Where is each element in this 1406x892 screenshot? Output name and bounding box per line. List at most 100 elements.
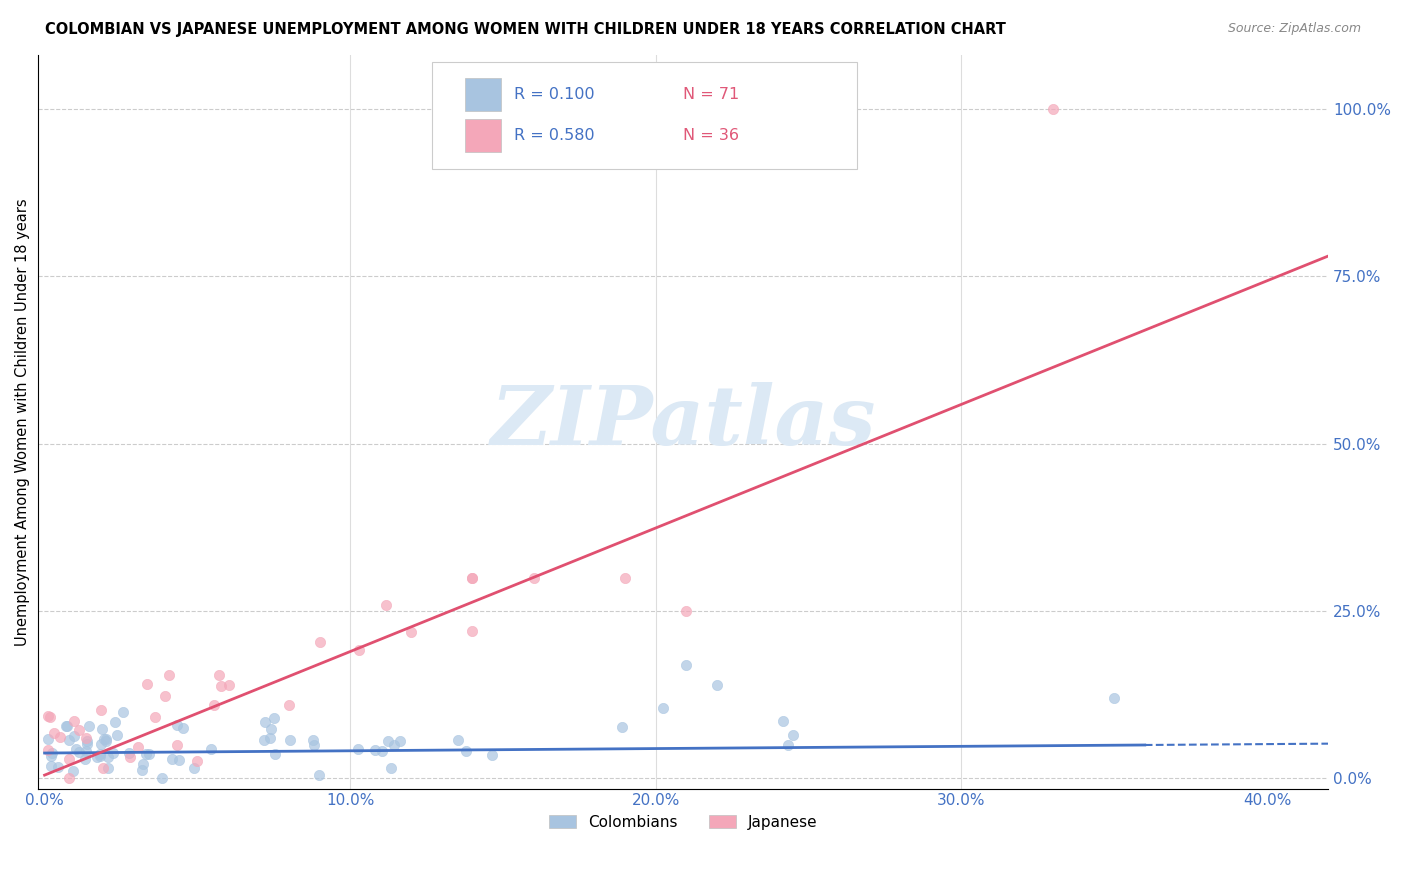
Point xyxy=(58,771,80,785)
Point xyxy=(218,678,240,692)
Point xyxy=(157,668,180,682)
Point xyxy=(363,743,385,757)
Text: COLOMBIAN VS JAPANESE UNEMPLOYMENT AMONG WOMEN WITH CHILDREN UNDER 18 YEARS CORR: COLOMBIAN VS JAPANESE UNEMPLOYMENT AMONG… xyxy=(45,22,1005,37)
Point xyxy=(63,730,86,744)
Point xyxy=(389,733,412,747)
Point xyxy=(143,710,166,724)
Point xyxy=(77,718,100,732)
Point xyxy=(107,728,129,742)
Point xyxy=(481,748,503,763)
Point xyxy=(200,742,222,756)
Point xyxy=(652,700,675,714)
Point xyxy=(101,747,124,761)
Point xyxy=(62,714,84,729)
Point xyxy=(253,715,276,730)
Point xyxy=(401,624,423,639)
Point xyxy=(308,768,330,782)
Point xyxy=(447,732,470,747)
Point xyxy=(91,761,114,775)
Point xyxy=(253,732,276,747)
Point xyxy=(259,731,281,746)
Point xyxy=(73,751,96,765)
Text: R = 0.100: R = 0.100 xyxy=(515,87,595,102)
Point xyxy=(375,599,398,613)
Point xyxy=(44,725,66,739)
Point xyxy=(522,570,544,584)
Text: R = 0.580: R = 0.580 xyxy=(515,128,595,144)
Point xyxy=(58,733,80,747)
Point xyxy=(46,760,69,774)
Y-axis label: Unemployment Among Women with Children Under 18 years: Unemployment Among Women with Children U… xyxy=(15,198,30,646)
Point xyxy=(160,751,183,765)
Point xyxy=(675,657,697,672)
Point xyxy=(90,703,112,717)
Point xyxy=(118,750,141,764)
Point xyxy=(186,754,208,768)
Point xyxy=(166,717,188,731)
Point xyxy=(41,746,63,760)
Point xyxy=(772,714,794,728)
Point xyxy=(135,747,157,762)
Point xyxy=(308,634,330,648)
Point xyxy=(96,733,118,747)
Point xyxy=(91,722,114,736)
Point xyxy=(172,722,194,736)
Point xyxy=(97,749,120,764)
Point xyxy=(209,679,232,693)
Point xyxy=(302,733,325,747)
Point xyxy=(1042,102,1064,116)
Point xyxy=(75,731,97,746)
Point xyxy=(58,752,80,766)
Point xyxy=(67,745,90,759)
Point xyxy=(62,764,84,778)
Point xyxy=(49,730,72,744)
Point xyxy=(37,742,59,756)
Point xyxy=(166,739,188,753)
Point xyxy=(76,734,98,748)
Point xyxy=(371,744,394,758)
Point xyxy=(97,761,120,775)
Point xyxy=(75,744,97,758)
Point xyxy=(118,746,141,760)
FancyBboxPatch shape xyxy=(432,62,858,169)
Point xyxy=(41,759,63,773)
Point xyxy=(76,738,98,752)
Point xyxy=(90,737,112,751)
Point xyxy=(55,718,77,732)
Point xyxy=(614,570,637,584)
Point xyxy=(111,705,134,719)
Point xyxy=(152,771,174,785)
Point xyxy=(138,747,160,762)
Point xyxy=(346,742,368,756)
Point xyxy=(278,698,301,712)
Point xyxy=(302,738,325,752)
Point xyxy=(259,722,281,736)
Point xyxy=(706,678,728,692)
Point xyxy=(675,604,697,618)
Point xyxy=(167,753,190,767)
Point xyxy=(264,747,287,761)
Point xyxy=(89,749,111,764)
Point xyxy=(278,733,301,747)
Point xyxy=(610,720,633,734)
Point xyxy=(39,749,62,764)
Point xyxy=(96,731,118,746)
Point xyxy=(377,733,399,747)
Point xyxy=(89,747,111,761)
FancyBboxPatch shape xyxy=(465,120,502,153)
Point xyxy=(202,698,225,712)
FancyBboxPatch shape xyxy=(465,78,502,112)
Point xyxy=(207,668,229,682)
Point xyxy=(67,723,90,737)
Point xyxy=(127,739,149,754)
Point xyxy=(183,761,205,775)
Point xyxy=(263,710,285,724)
Point xyxy=(461,570,484,584)
Point xyxy=(86,749,108,764)
Point xyxy=(782,728,804,742)
Point xyxy=(104,714,127,729)
Point xyxy=(153,689,176,703)
Point xyxy=(65,742,87,756)
Point xyxy=(135,676,157,690)
Point xyxy=(55,719,77,733)
